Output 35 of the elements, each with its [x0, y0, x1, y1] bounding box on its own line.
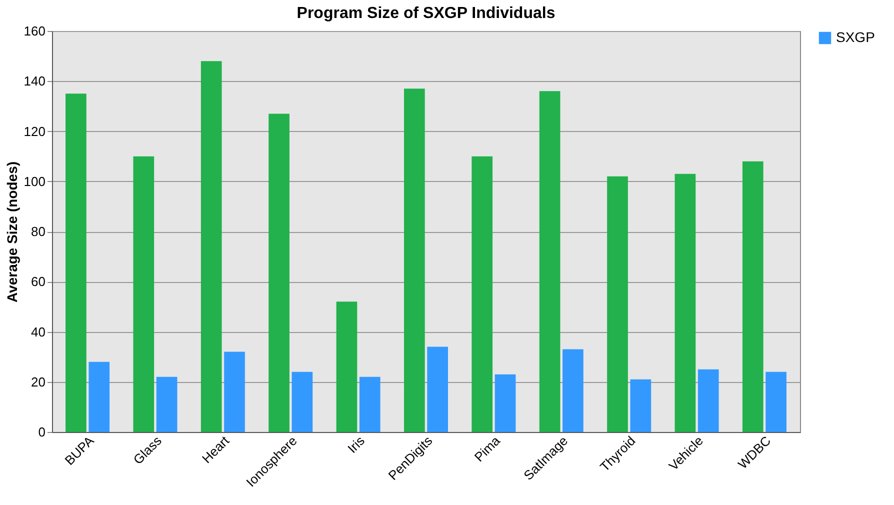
legend-label: SXGP	[836, 29, 875, 45]
bar	[427, 346, 448, 432]
chart-title: Program Size of SXGP Individuals	[296, 5, 556, 22]
bar	[156, 376, 178, 432]
bar	[292, 372, 313, 432]
bar	[88, 362, 110, 432]
x-tick-label: Iris	[344, 432, 368, 456]
bar	[133, 156, 154, 432]
y-tick-label: 120	[24, 124, 46, 139]
y-axis-title: Average Size (nodes)	[4, 161, 20, 303]
bar	[268, 114, 290, 432]
bar	[630, 379, 652, 432]
bar	[607, 176, 628, 432]
bar	[766, 372, 786, 432]
y-tick-label: 160	[24, 24, 46, 38]
bar	[404, 88, 425, 432]
bar	[562, 349, 584, 432]
y-tick-label: 20	[31, 374, 46, 390]
bar	[472, 156, 493, 432]
y-tick-label: 140	[24, 74, 46, 89]
bar	[539, 91, 560, 432]
bar	[674, 174, 696, 432]
y-tick-label: 40	[31, 324, 46, 340]
bar	[494, 374, 516, 432]
bar	[742, 161, 764, 432]
y-tick-label: 100	[24, 174, 46, 189]
bar	[359, 376, 380, 432]
bar	[66, 94, 86, 432]
bar	[224, 352, 245, 432]
y-tick-label: 60	[31, 274, 46, 290]
bar	[336, 302, 358, 432]
y-tick-label: 0	[38, 424, 46, 440]
bar	[200, 61, 222, 432]
bar	[698, 369, 719, 432]
y-tick-label: 80	[31, 224, 46, 239]
